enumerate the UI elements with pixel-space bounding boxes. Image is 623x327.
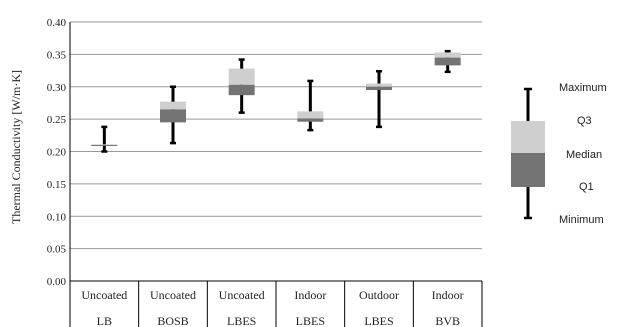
legend-q3-box xyxy=(511,121,545,153)
category-label-line2: LBES xyxy=(296,314,325,327)
legend-label-q1: Q1 xyxy=(579,181,594,193)
category-label-line2: LBES xyxy=(364,314,393,327)
y-tick-label: 0.40 xyxy=(47,17,67,29)
category-label-line2: LB xyxy=(97,314,112,327)
grid-lines xyxy=(70,21,482,282)
box-lower-q1 xyxy=(366,86,392,90)
category-label-line1: Uncoated xyxy=(219,288,265,302)
box-3 xyxy=(297,79,324,132)
box-lower-q1 xyxy=(91,145,118,147)
category-label-line2: BOSB xyxy=(157,314,188,327)
legend-label-median: Median xyxy=(566,149,602,161)
legend-label-maximum: Maximum xyxy=(559,82,607,94)
category-label-line1: Indoor xyxy=(294,288,326,302)
legend-label-q3: Q3 xyxy=(577,115,592,127)
y-tick-label: 0.05 xyxy=(47,244,67,256)
category-label-line1: Outdoor xyxy=(359,288,399,302)
box-lower-q1 xyxy=(297,118,324,122)
y-tick-labels: 0.00 0.05 0.10 0.15 0.20 0.25 0.30 0.35 0.40 xyxy=(47,17,67,288)
legend-label-minimum: Minimum xyxy=(559,214,604,226)
box-5 xyxy=(434,49,461,74)
box-2 xyxy=(228,58,255,114)
boxes xyxy=(91,49,461,153)
box-0 xyxy=(91,125,118,153)
box-upper-q3 xyxy=(434,52,461,58)
y-tick-label: 0.25 xyxy=(47,114,67,126)
category-label-line1: Uncoated xyxy=(81,288,127,302)
box-lower-q1 xyxy=(434,57,461,66)
y-tick-label: 0.20 xyxy=(47,147,67,159)
box-upper-q3 xyxy=(91,144,118,146)
category-label-line1: Indoor xyxy=(432,288,464,302)
y-tick-label: 0.15 xyxy=(47,179,67,191)
box-1 xyxy=(160,85,186,145)
category-label-line2: LBES xyxy=(227,314,256,327)
box-4 xyxy=(366,69,392,129)
legend: Maximum Q3 Median Q1 Minimum xyxy=(511,82,607,226)
y-tick-label: 0.30 xyxy=(47,82,67,94)
box-upper-q3 xyxy=(297,111,324,119)
y-axis-title: Thermal Conductivity [W/m·K] xyxy=(9,70,23,224)
box-upper-q3 xyxy=(366,83,392,87)
legend-q1-box xyxy=(511,153,545,187)
y-tick-label: 0.35 xyxy=(47,49,67,61)
y-tick-label: 0.00 xyxy=(47,276,67,288)
box-upper-q3 xyxy=(160,101,186,110)
box-lower-q1 xyxy=(160,109,186,123)
category-table: Uncoated LB Uncoated BOSB Uncoated LBES Indoor… xyxy=(69,22,483,327)
category-label-line2: BVB xyxy=(435,314,460,327)
box-lower-q1 xyxy=(228,84,255,96)
y-tick-label: 0.10 xyxy=(47,211,67,223)
category-label-line1: Uncoated xyxy=(150,288,196,302)
box-upper-q3 xyxy=(228,68,255,85)
